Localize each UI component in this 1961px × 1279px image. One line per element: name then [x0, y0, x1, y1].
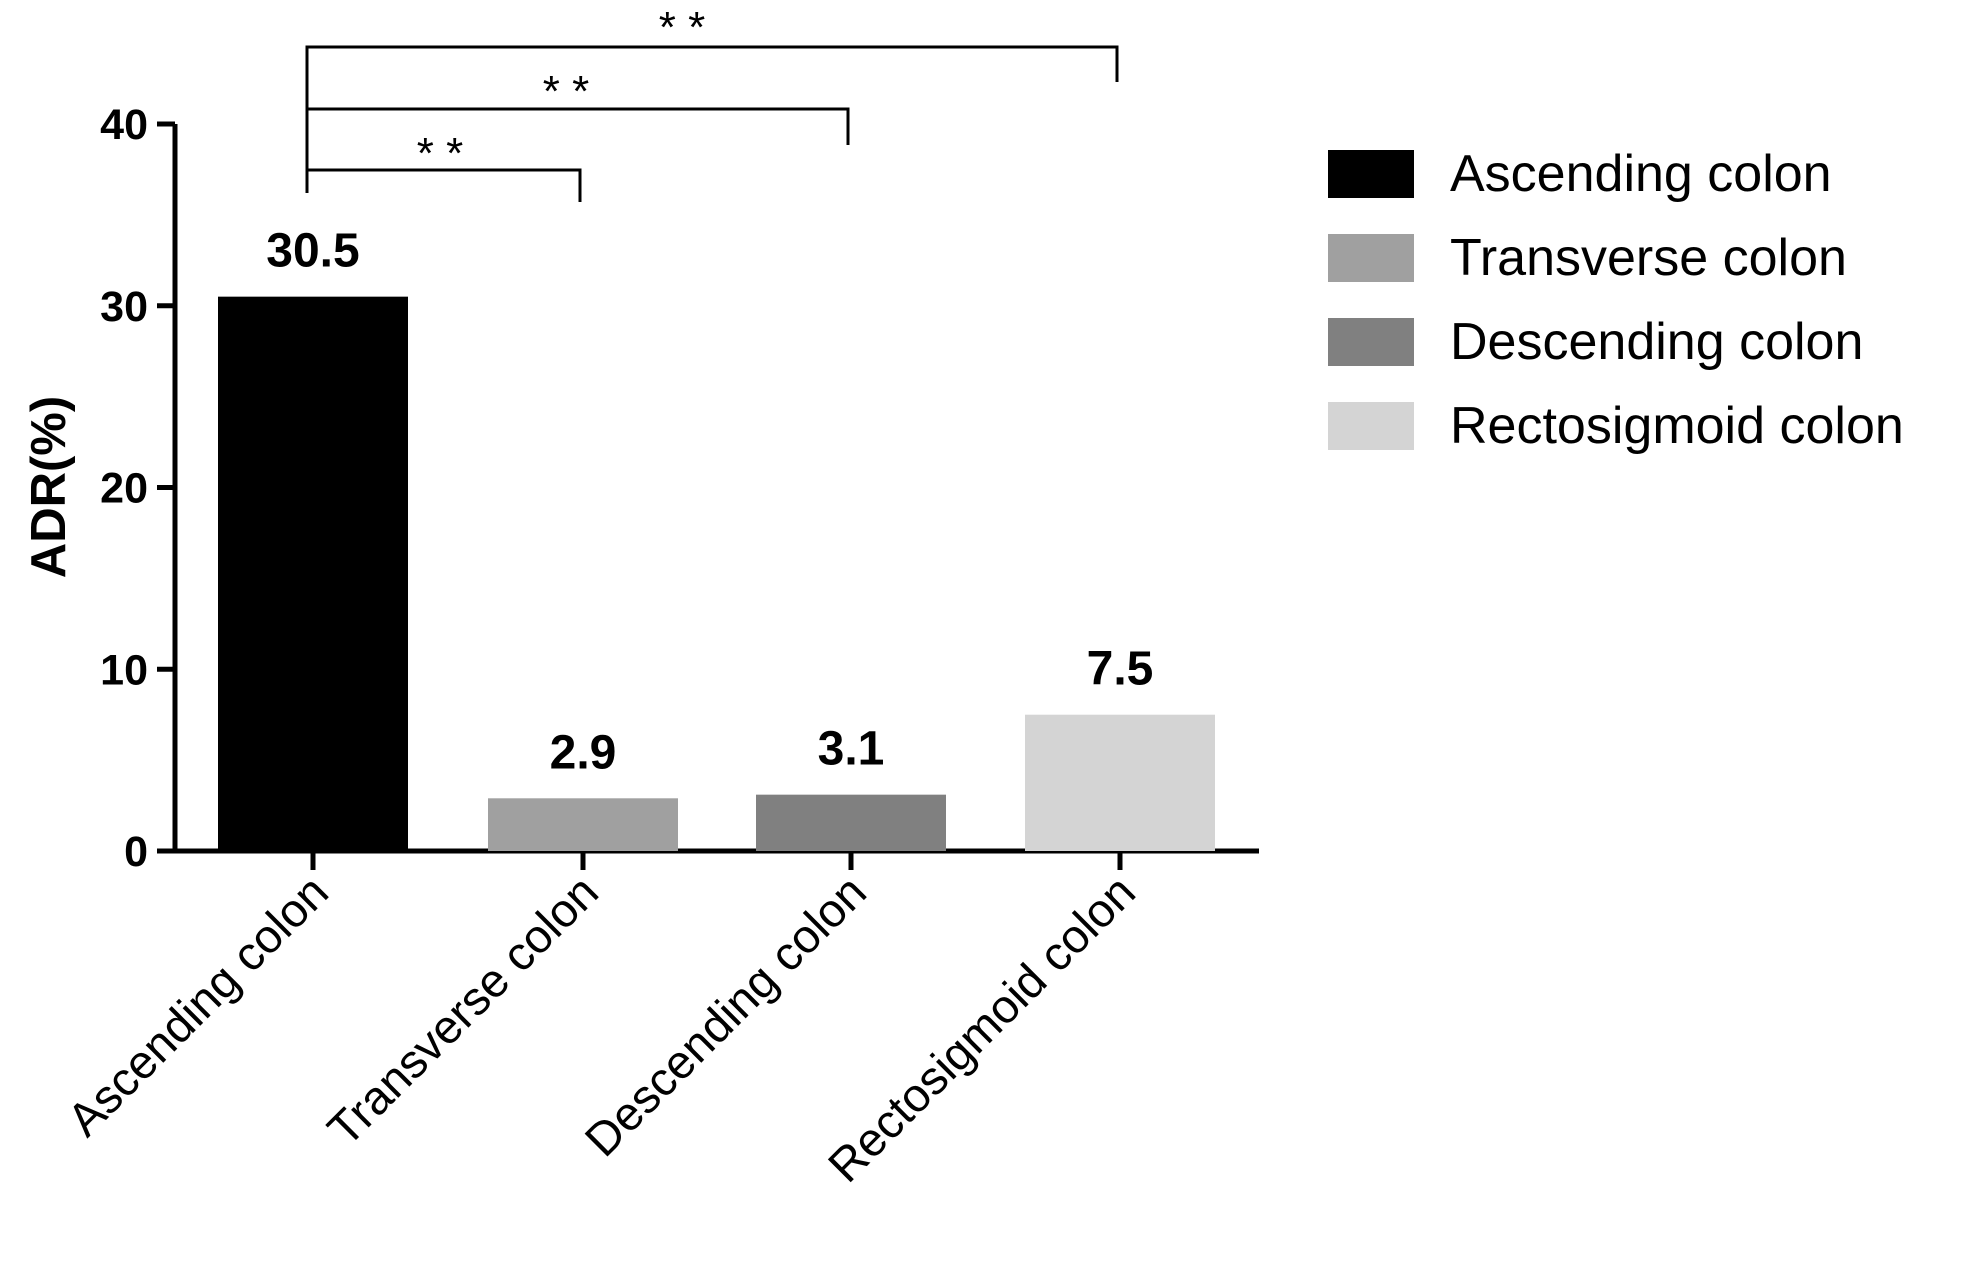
x-tick-label-ascending-colon: Ascending colon — [57, 865, 338, 1146]
significance-brackets: * * * * * * — [305, 3, 1119, 202]
bars — [218, 296, 1215, 852]
x-tick-label-transverse-colon: Transverse colon — [317, 865, 608, 1156]
legend-swatch-rectosigmoid-colon — [1328, 402, 1414, 450]
y-tick-label-10: 10 — [100, 646, 148, 694]
bar-rectosigmoid-colon — [1025, 714, 1215, 851]
value-label-transverse-colon: 2.9 — [550, 726, 617, 779]
legend-label-ascending-colon: Ascending colon — [1450, 145, 1832, 203]
y-tick-label-40: 40 — [100, 101, 148, 149]
significance-label-1: * * — [417, 129, 463, 178]
x-tick-label-descending-colon: Descending colon — [574, 865, 876, 1167]
value-labels: 30.5 2.9 3.1 7.5 — [266, 225, 1153, 780]
legend-label-descending-colon: Descending colon — [1450, 313, 1863, 371]
significance-bracket-2 — [305, 107, 850, 193]
significance-label-2: * * — [543, 67, 589, 116]
significance-label-3: * * — [659, 3, 705, 52]
value-label-descending-colon: 3.1 — [818, 723, 885, 776]
y-tick-label-20: 20 — [100, 465, 148, 513]
legend-label-rectosigmoid-colon: Rectosigmoid colon — [1450, 397, 1904, 455]
legend-swatch-transverse-colon — [1328, 234, 1414, 282]
bar-transverse-colon — [488, 798, 678, 851]
x-axis — [173, 848, 1259, 870]
bar-descending-colon — [756, 794, 946, 851]
y-axis-title: ADR(%) — [22, 396, 76, 578]
legend-swatch-ascending-colon — [1328, 150, 1414, 198]
legend-label-transverse-colon: Transverse colon — [1450, 229, 1847, 287]
legend: Ascending colon Transverse colon Descendin… — [1328, 145, 1904, 455]
value-label-rectosigmoid-colon: 7.5 — [1087, 643, 1154, 696]
value-label-ascending-colon: 30.5 — [266, 225, 359, 278]
y-tick-label-0: 0 — [124, 828, 148, 876]
y-axis: 0 10 20 30 40 — [100, 101, 178, 876]
legend-swatch-descending-colon — [1328, 318, 1414, 366]
x-tick-label-rectosigmoid-colon: Rectosigmoid colon — [818, 865, 1146, 1193]
bar-ascending-colon — [218, 296, 408, 852]
y-tick-label-30: 30 — [100, 283, 148, 331]
significance-bracket-3 — [305, 45, 1119, 193]
